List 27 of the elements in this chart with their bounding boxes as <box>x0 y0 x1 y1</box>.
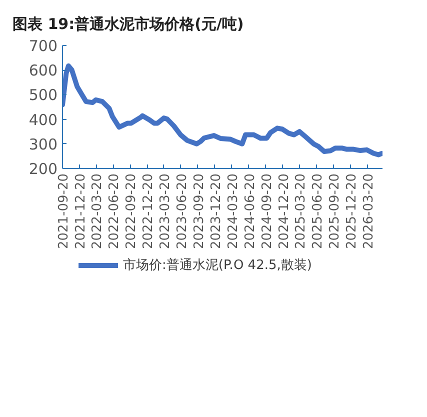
y-tick-label: 700 <box>28 37 58 55</box>
y-tick-label: 300 <box>28 135 58 154</box>
y-tick-label: 600 <box>28 62 58 80</box>
x-tick-label: 2023-06-20 <box>174 173 190 250</box>
y-tick-label: 500 <box>28 86 58 104</box>
x-tick-label: 2025-12-20 <box>344 173 360 250</box>
x-tick-label: 2024-12-20 <box>276 173 292 250</box>
x-tick-label: 2021-12-20 <box>73 173 88 250</box>
x-tick-label: 2021-09-20 <box>56 173 72 250</box>
x-tick-label: 2022-12-20 <box>141 173 156 250</box>
x-tick-label: 2024-06-20 <box>242 173 258 250</box>
x-tick-label: 2022-06-20 <box>107 173 122 250</box>
x-tick-label: 2023-03-20 <box>158 173 173 250</box>
x-tick-label: 2026-03-20 <box>361 173 376 250</box>
y-tick-label: 400 <box>28 110 58 129</box>
x-tick-label: 2025-09-20 <box>328 173 343 250</box>
x-tick-label: 2025-06-20 <box>310 173 326 250</box>
x-tick-label: 2023-12-20 <box>208 173 224 250</box>
legend-label: 市场价:普通水泥(P.O 42.5,散装) <box>123 256 312 274</box>
y-tick-label: 200 <box>28 160 58 178</box>
x-tick-label: 2025-03-20 <box>294 173 309 250</box>
x-tick-label: 2023-09-20 <box>192 173 207 250</box>
x-tick-label: 2022-09-20 <box>124 173 140 250</box>
x-tick-label: 2022-03-20 <box>90 173 106 250</box>
x-tick-label: 2024-09-20 <box>260 173 275 250</box>
x-tick-label: 2024-03-20 <box>226 173 241 250</box>
chart-title: 图表 19:普通水泥市场价格(元/吨) <box>12 15 244 33</box>
